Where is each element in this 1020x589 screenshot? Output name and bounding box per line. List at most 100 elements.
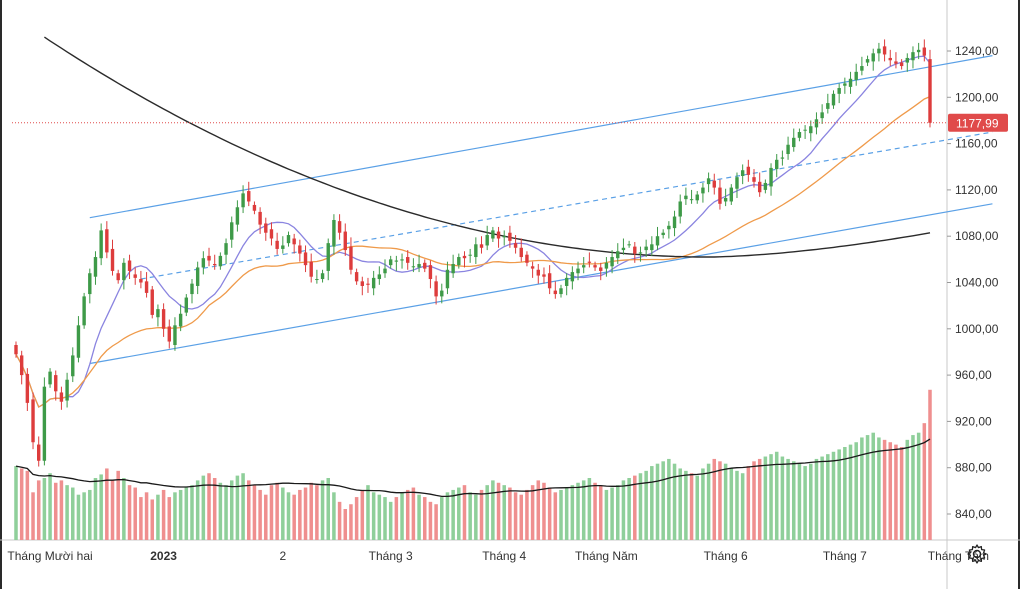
- candle-body: [474, 244, 478, 258]
- volume-bar: [735, 470, 739, 540]
- volume-bar: [269, 485, 274, 540]
- candle-body: [814, 119, 819, 128]
- volume-bar: [769, 454, 773, 540]
- candle-body: [678, 201, 682, 217]
- candle-body: [173, 325, 177, 346]
- volume-bar: [229, 480, 234, 540]
- volume-bar: [633, 475, 637, 540]
- candle-body: [25, 373, 30, 403]
- candle-body: [485, 235, 489, 246]
- volume-bar: [593, 482, 597, 540]
- candle-body: [536, 269, 540, 276]
- candle-body: [911, 52, 915, 61]
- volume-bar: [462, 485, 467, 540]
- volume-bar: [105, 468, 109, 540]
- volume-bar: [650, 466, 654, 540]
- candle-body: [587, 261, 592, 263]
- volume-bar: [371, 492, 376, 540]
- candle-body: [400, 259, 404, 261]
- candle-body: [735, 177, 739, 189]
- candle-body: [31, 399, 35, 443]
- volume-bar: [173, 492, 177, 540]
- volume-bar: [502, 485, 506, 540]
- ma-slow-line: [43, 36, 931, 258]
- volume-bar: [809, 463, 813, 540]
- volume-bar: [695, 475, 700, 540]
- volume-bar: [865, 435, 870, 540]
- candle-body: [48, 371, 52, 385]
- candle-body: [99, 230, 103, 259]
- gear-icon[interactable]: [966, 543, 988, 565]
- candle-body: [457, 257, 461, 266]
- candle-body: [882, 46, 887, 55]
- volume-bar: [190, 485, 194, 540]
- candle-body: [519, 247, 523, 258]
- last-price-tag: [948, 113, 1008, 132]
- volume-bar: [14, 466, 18, 540]
- volume-bar: [763, 456, 768, 540]
- candle-body: [349, 246, 353, 270]
- candle-body: [502, 236, 506, 238]
- volume-bar: [848, 444, 853, 540]
- volume-bar: [184, 487, 189, 540]
- candle-body: [780, 157, 785, 159]
- volume-bar: [122, 478, 126, 540]
- candle-body: [230, 222, 234, 240]
- volume-bar: [820, 456, 824, 540]
- candle-body: [298, 245, 302, 254]
- candle-body: [212, 263, 217, 266]
- volume-bar: [275, 482, 279, 540]
- volume-bar: [564, 487, 569, 540]
- candle-body: [127, 260, 132, 271]
- volume-bar: [831, 451, 836, 540]
- candle-body: [525, 254, 529, 263]
- candle-body: [71, 355, 75, 377]
- volume-bar: [65, 485, 69, 540]
- volume-bar: [723, 463, 728, 540]
- candle-body: [894, 61, 898, 64]
- time-label: Tháng Mười hai: [7, 549, 92, 563]
- candle-body: [139, 279, 143, 283]
- volume-bar: [712, 458, 717, 540]
- candle-body: [167, 326, 171, 342]
- candle-body: [406, 257, 410, 263]
- volume-bar: [320, 480, 325, 540]
- volume-bar: [621, 480, 626, 540]
- candle-body: [604, 262, 609, 269]
- volume-bar: [445, 492, 450, 540]
- candle-body: [633, 246, 637, 254]
- volume-bar: [258, 489, 262, 540]
- volume-bar: [93, 478, 98, 540]
- volume-bar: [201, 475, 206, 540]
- candle-body: [752, 177, 756, 182]
- candle-body: [542, 274, 546, 277]
- candle-body: [195, 267, 200, 286]
- volume-bar: [536, 480, 541, 540]
- volume-bar: [547, 487, 552, 540]
- volume-bar: [19, 468, 24, 540]
- candle-body: [593, 265, 597, 268]
- volume-bar: [394, 497, 399, 540]
- volume-bar: [178, 489, 183, 540]
- volume-bar: [604, 489, 609, 540]
- volume-bar: [814, 458, 819, 540]
- candle-body: [423, 262, 427, 269]
- volume-bar: [42, 478, 47, 540]
- candle-body: [786, 144, 790, 155]
- candle-body: [42, 386, 47, 461]
- candle-body: [479, 244, 484, 248]
- volume-bar: [139, 497, 143, 540]
- candle-body: [54, 375, 58, 392]
- volume-bar: [309, 482, 313, 540]
- volume-bar: [440, 497, 444, 540]
- candle-body: [88, 273, 92, 295]
- candle-body: [332, 219, 336, 247]
- candle-body: [610, 257, 614, 267]
- candle-body: [746, 166, 751, 175]
- volume-bar: [786, 458, 790, 540]
- volume-bar: [598, 485, 603, 540]
- candle-body: [440, 290, 444, 297]
- candle-body: [337, 221, 342, 233]
- candle-body: [110, 248, 115, 271]
